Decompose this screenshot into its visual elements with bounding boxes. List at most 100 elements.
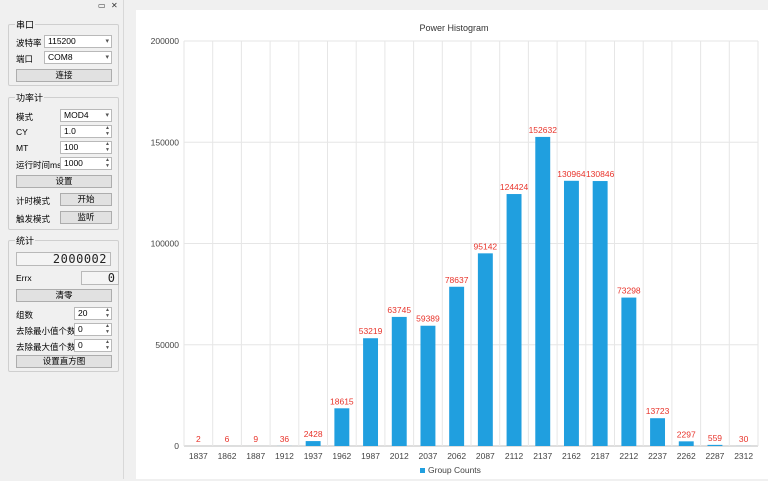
chevron-down-icon: ▾ [105, 36, 109, 47]
bar-value-label: 59389 [416, 314, 440, 324]
runtime-spinbox[interactable]: 1000 ▲▼ [60, 157, 112, 170]
y-tick-label: 50000 [155, 340, 179, 350]
start-button[interactable]: 开始 [60, 193, 112, 206]
stats-group: 统计 2000002 Errx 0 清零 组数 20 ▲▼ 去除最小值个数 0 … [8, 240, 119, 372]
baud-select[interactable]: 115200 ▾ [44, 35, 112, 48]
x-tick-label: 2287 [705, 451, 724, 461]
bar-value-label: 78637 [445, 275, 469, 285]
bar-value-label: 2428 [304, 429, 323, 439]
bar-value-label: 559 [708, 433, 722, 443]
baud-label: 波特率 [16, 37, 42, 49]
bar [564, 181, 579, 446]
bar-value-label: 124424 [500, 182, 529, 192]
port-label: 端口 [16, 53, 33, 65]
power-histogram-chart: Power Histogram 050000100000150000200000… [136, 10, 768, 479]
remove-min-value: 0 [78, 324, 83, 334]
bar [449, 287, 464, 446]
legend-label: Group Counts [428, 465, 481, 475]
legend: Group Counts [420, 465, 481, 475]
timer-mode-label: 计时模式 [16, 195, 50, 207]
cy-spinbox[interactable]: 1.0 ▲▼ [60, 125, 112, 138]
bar [420, 326, 435, 446]
x-tick-label: 2237 [648, 451, 667, 461]
remove-max-label: 去除最大值个数 [16, 341, 76, 353]
x-tick-label: 2012 [390, 451, 409, 461]
spin-arrows-icon[interactable]: ▲▼ [105, 307, 110, 319]
chevron-down-icon: ▾ [105, 52, 109, 63]
y-tick-label: 200000 [151, 36, 180, 46]
groups-label: 组数 [16, 309, 33, 321]
bar-value-label: 95142 [474, 241, 498, 251]
legend-swatch [420, 468, 425, 473]
float-icon[interactable]: ▭ [98, 1, 106, 11]
runtime-label: 运行时间ms [16, 159, 61, 171]
groups-spinbox[interactable]: 20 ▲▼ [74, 307, 112, 320]
clear-button[interactable]: 清零 [16, 289, 112, 302]
set-histogram-button[interactable]: 设置直方图 [16, 355, 112, 368]
power-meter-group: 功率计 模式 MOD4 ▾ CY 1.0 ▲▼ MT 100 ▲▼ 运行时间ms [8, 97, 119, 230]
mt-spinbox[interactable]: 100 ▲▼ [60, 141, 112, 154]
spin-arrows-icon[interactable]: ▲▼ [105, 141, 110, 153]
chart-title: Power Histogram [419, 23, 488, 33]
x-tick-label: 2112 [505, 451, 524, 461]
trigger-mode-label: 触发模式 [16, 213, 50, 225]
x-tick-label: 2212 [619, 451, 638, 461]
x-tick-label: 2162 [562, 451, 581, 461]
x-tick-label: 2312 [734, 451, 753, 461]
errx-label: Errx [16, 273, 32, 283]
stats-group-title: 统计 [15, 234, 35, 247]
x-tick-label: 1837 [189, 451, 208, 461]
x-tick-label: 2062 [447, 451, 466, 461]
mode-select[interactable]: MOD4 ▾ [60, 109, 112, 122]
runtime-value: 1000 [64, 158, 83, 168]
spin-arrows-icon[interactable]: ▲▼ [105, 323, 110, 335]
x-tick-label: 2187 [591, 451, 610, 461]
bar [621, 298, 636, 446]
connect-button[interactable]: 连接 [16, 69, 112, 82]
spin-arrows-icon[interactable]: ▲▼ [105, 157, 110, 169]
serial-group: 串口 波特率 115200 ▾ 端口 COM8 ▾ 连接 [8, 24, 119, 86]
bar [593, 181, 608, 446]
bar [535, 137, 550, 446]
x-tick-label: 1887 [246, 451, 265, 461]
bar-value-label: 63745 [387, 305, 411, 315]
y-tick-label: 100000 [151, 239, 180, 249]
mt-label: MT [16, 143, 28, 153]
chevron-down-icon: ▾ [105, 110, 109, 121]
set-button[interactable]: 设置 [16, 175, 112, 188]
bar [650, 418, 665, 446]
bar-value-label: 152632 [529, 125, 558, 135]
mt-value: 100 [64, 142, 78, 152]
x-tick-label: 1962 [332, 451, 351, 461]
listen-button[interactable]: 监听 [60, 211, 112, 224]
grid [184, 41, 758, 446]
bar-value-label: 36 [280, 434, 290, 444]
bar-value-label: 53219 [359, 326, 383, 336]
remove-min-label: 去除最小值个数 [16, 325, 76, 337]
power-group-title: 功率计 [15, 91, 44, 104]
spin-arrows-icon[interactable]: ▲▼ [105, 339, 110, 351]
bar [679, 441, 694, 446]
x-tick-label: 1912 [275, 451, 294, 461]
bar [306, 441, 321, 446]
x-tick-label: 2262 [677, 451, 696, 461]
bar-value-label: 13723 [646, 406, 670, 416]
baud-value: 115200 [48, 36, 76, 46]
remove-min-spinbox[interactable]: 0 ▲▼ [74, 323, 112, 336]
port-value: COM8 [48, 52, 73, 62]
cy-label: CY [16, 127, 28, 137]
groups-value: 20 [78, 308, 87, 318]
remove-max-spinbox[interactable]: 0 ▲▼ [74, 339, 112, 352]
bar [478, 253, 493, 446]
close-icon[interactable]: ✕ [111, 1, 118, 11]
spin-arrows-icon[interactable]: ▲▼ [105, 125, 110, 137]
mode-label: 模式 [16, 111, 33, 123]
bar-value-label: 30 [739, 434, 749, 444]
y-tick-label: 150000 [151, 137, 180, 147]
port-select[interactable]: COM8 ▾ [44, 51, 112, 64]
bar-value-label: 9 [253, 434, 258, 444]
remove-max-value: 0 [78, 340, 83, 350]
errx-display: 0 [81, 271, 119, 285]
